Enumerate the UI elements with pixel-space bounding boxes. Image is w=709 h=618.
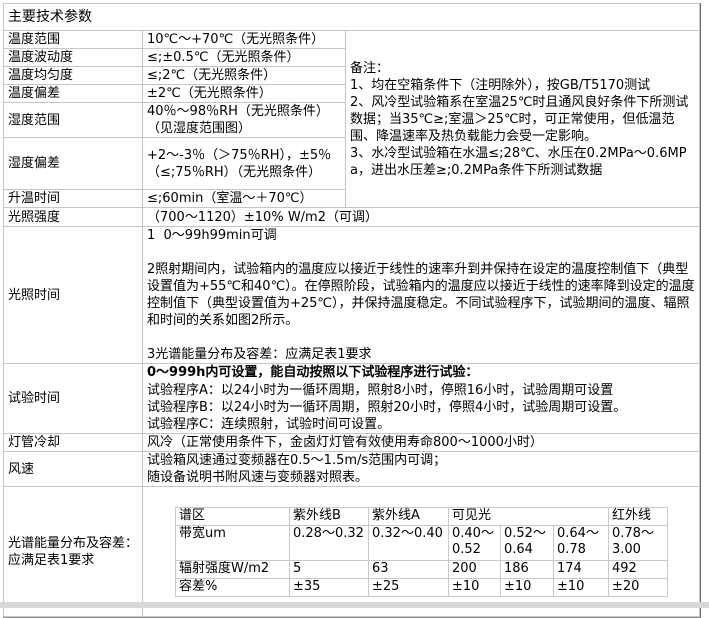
spectrum-value: 0.64～0.78 bbox=[553, 524, 609, 561]
row-label: 光照强度 bbox=[3, 207, 143, 227]
spectrum-value: 174 bbox=[553, 559, 609, 579]
spectrum-header-visible: 可见光 bbox=[448, 506, 609, 526]
table-row: 温度偏差 ±2℃（无光照条件） bbox=[3, 84, 700, 103]
row-value: （700～1120）±10% W/m2（可调） bbox=[142, 207, 700, 227]
spectrum-cell: 谱区 紫外线B 紫外线A 可见光 红外线 带宽um 0.28～0.32 0.32… bbox=[142, 486, 700, 617]
row-value: ≤;±0.5℃（无光照条件） bbox=[142, 48, 346, 67]
light-time-line3: 3光谱能量分布及容差：应满足表1要求 bbox=[147, 347, 372, 362]
row-value: 风冷（正常使用条件下，金卤灯灯管有效使用寿命800～1000小时） bbox=[142, 433, 700, 452]
spectrum-row-tolerance: 容差% ±35 ±25 ±10 ±10 ±10 ±20 bbox=[175, 577, 668, 597]
row-value: ±2℃（无光照条件） bbox=[142, 84, 346, 103]
note-item: 3、水冷型试验箱在水温≤;28℃、水压在0.2MPa～0.6MPa，进出水压差≥… bbox=[350, 145, 687, 178]
row-label: 风速 bbox=[3, 451, 143, 487]
notes-heading: 备注： bbox=[350, 60, 390, 76]
light-time-cell: 1 0～99h99min可调 2照射期间内，试验箱内的温度应以接近于线性的速率升… bbox=[142, 226, 700, 364]
spectrum-value: ±25 bbox=[368, 577, 449, 597]
row-label: 光照时间 bbox=[3, 226, 143, 364]
spectrum-value: 0.32～0.40 bbox=[368, 524, 449, 561]
row-label: 温度范围 bbox=[3, 30, 143, 49]
wind-speed-line1: 试验箱风速通过变频器在0.5～1.5m/s范围内可调； bbox=[147, 453, 447, 468]
row-label: 温度波动度 bbox=[3, 48, 143, 67]
note-item: 1、均在空箱条件下（注明除外），按GB/T5170测试 bbox=[350, 77, 651, 93]
light-time-paragraph: 2照射期间内，试验箱内的温度应以接近于线性的速率升到并保持在设定的温度控制值下（… bbox=[147, 262, 695, 328]
row-value: 40％～98％RH（无光照条件）（见湿度范围图） bbox=[142, 102, 346, 138]
spectrum-row-bandwidth: 带宽um 0.28～0.32 0.32～0.40 0.40～0.52 0.52～… bbox=[175, 524, 668, 561]
table-row: 风速 试验箱风速通过变频器在0.5～1.5m/s范围内可调； 随设备说明书附风速… bbox=[3, 451, 700, 487]
spectrum-row-name: 容差% bbox=[175, 577, 290, 597]
spectrum-value: ±10 bbox=[553, 577, 609, 597]
table-row: 光照时间 1 0～99h99min可调 2照射期间内，试验箱内的温度应以接近于线… bbox=[3, 226, 700, 364]
row-value: 10℃～+70℃（无光照条件） bbox=[142, 30, 346, 49]
row-label: 温度偏差 bbox=[3, 84, 143, 103]
note-item: 2、风冷型试验箱系在室温25℃时且通风良好条件下所测试数据；当35℃≥;室温＞2… bbox=[350, 94, 689, 144]
row-label: 试验时间 bbox=[3, 363, 143, 434]
page-bottom-strip bbox=[0, 602, 709, 608]
spectrum-value: 5 bbox=[289, 559, 369, 579]
spectrum-header-band: 谱区 bbox=[175, 506, 290, 526]
row-label: 光谱能量分布及容差：应满足表1要求 bbox=[3, 486, 143, 617]
spectrum-value: 0.52～0.64 bbox=[500, 524, 554, 561]
table-row: 光谱能量分布及容差：应满足表1要求 谱区 紫外线B 紫外线A 可见光 红外线 bbox=[3, 486, 700, 617]
row-label: 湿度范围 bbox=[3, 102, 143, 138]
row-label: 湿度偏差 bbox=[3, 137, 143, 190]
table-row: 灯管冷却 风冷（正常使用条件下，金卤灯灯管有效使用寿命800～1000小时） bbox=[3, 433, 700, 452]
test-program: 试验程序A：以24小时为一循环周期，照射8小时，停照16小时，试验周期可设置 bbox=[147, 383, 614, 398]
spectrum-header-uva: 紫外线A bbox=[368, 506, 449, 526]
light-time-line1: 1 0～99h99min可调 bbox=[147, 228, 277, 243]
wind-speed-line2: 随设备说明书附风速与变频器对照表。 bbox=[147, 470, 369, 485]
spectrum-value: ±35 bbox=[289, 577, 369, 597]
table-row: 试验时间 0～999h内可设置，能自动按照以下试验程序进行试验： 试验程序A：以… bbox=[3, 363, 700, 434]
row-label: 升温时间 bbox=[3, 189, 143, 208]
spectrum-row-name: 辐射强度W/m2 bbox=[175, 559, 290, 579]
spectrum-table: 谱区 紫外线B 紫外线A 可见光 红外线 带宽um 0.28～0.32 0.32… bbox=[175, 506, 668, 597]
row-value: +2～-3％（＞75％RH），±5％（≤;75％RH）（无光照条件） bbox=[142, 137, 346, 190]
row-value: ≤;60min（室温～＋70℃） bbox=[142, 189, 346, 208]
spectrum-value: ±10 bbox=[448, 577, 501, 597]
row-value: ≤;2℃（无光照条件） bbox=[142, 66, 346, 85]
page-title: 主要技术参数 bbox=[3, 3, 700, 31]
test-time-cell: 0～999h内可设置，能自动按照以下试验程序进行试验： 试验程序A：以24小时为… bbox=[142, 363, 700, 434]
spectrum-value: 492 bbox=[608, 559, 668, 579]
spectrum-value: ±10 bbox=[500, 577, 554, 597]
table-row: 温度范围 10℃～+70℃（无光照条件） 备注： 1、均在空箱条件下（注明除外）… bbox=[3, 30, 700, 208]
table-row: 湿度偏差 +2～-3％（＞75％RH），±5％（≤;75％RH）（无光照条件） bbox=[3, 137, 700, 190]
spectrum-row-irradiance: 辐射强度W/m2 5 63 200 186 174 492 bbox=[175, 559, 668, 579]
spectrum-header-infrared: 红外线 bbox=[608, 506, 668, 526]
table-row: 光照强度 （700～1120）±10% W/m2（可调） bbox=[3, 207, 700, 227]
title-row: 主要技术参数 bbox=[3, 3, 700, 31]
spectrum-value: 186 bbox=[500, 559, 554, 579]
spectrum-value: 63 bbox=[368, 559, 449, 579]
spectrum-header-row: 谱区 紫外线B 紫外线A 可见光 红外线 bbox=[175, 506, 668, 526]
row-label: 灯管冷却 bbox=[3, 433, 143, 452]
test-program: 试验程序B：以24小时为一循环周期，照射20小时，停照4小时，试验周期可设置。 bbox=[147, 400, 627, 415]
spectrum-value: 0.40～0.52 bbox=[448, 524, 501, 561]
spec-sheet: 主要技术参数 温度范围 10℃～+70℃（无光照条件） 备注： 1、均在空箱条件… bbox=[3, 3, 701, 618]
test-program: 试验程序C：连续照射，试验时间可设置。 bbox=[147, 417, 391, 432]
spec-table: 主要技术参数 温度范围 10℃～+70℃（无光照条件） 备注： 1、均在空箱条件… bbox=[3, 3, 700, 617]
wind-speed-cell: 试验箱风速通过变频器在0.5～1.5m/s范围内可调； 随设备说明书附风速与变频… bbox=[142, 451, 700, 487]
spectrum-value: 0.28～0.32 bbox=[289, 524, 369, 561]
spectrum-row-name: 带宽um bbox=[175, 524, 290, 561]
spectrum-header-uvb: 紫外线B bbox=[289, 506, 369, 526]
spectrum-value: ±20 bbox=[608, 577, 668, 597]
spectrum-value: 200 bbox=[448, 559, 501, 579]
test-time-headline: 0～999h内可设置，能自动按照以下试验程序进行试验： bbox=[147, 365, 479, 380]
spectrum-value: 0.78～3.00 bbox=[608, 524, 668, 561]
row-label: 温度均匀度 bbox=[3, 66, 143, 85]
notes-cell: 备注： 1、均在空箱条件下（注明除外），按GB/T5170测试 2、风冷型试验箱… bbox=[345, 30, 700, 208]
